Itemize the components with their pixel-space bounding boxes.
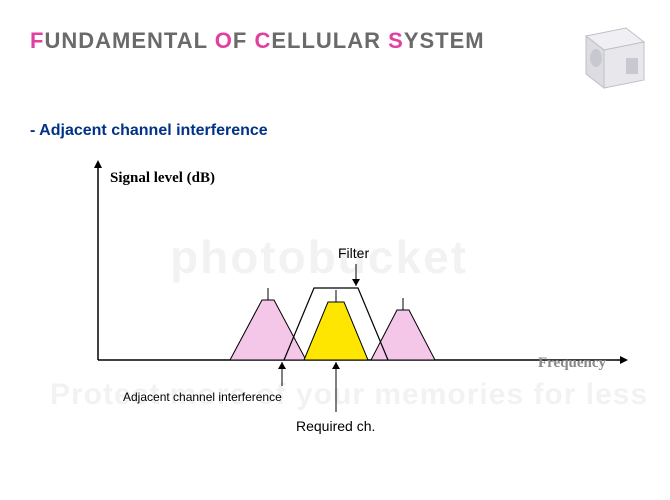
aci-label: Adjacent channel interference — [123, 390, 282, 404]
filter-label: Filter — [338, 245, 369, 261]
title-rest-1: UNDAMENTAL — [44, 28, 207, 53]
title-accent-3: C — [254, 28, 271, 53]
y-axis-label: Signal level (dB) — [110, 170, 215, 187]
title-accent-2: O — [215, 28, 233, 53]
diagram-svg — [78, 160, 638, 460]
title-rest-2: F — [233, 28, 247, 53]
subtitle: - Adjacent channel interference — [30, 122, 268, 140]
title-accent-1: F — [30, 28, 44, 53]
title-rest-4: YSTEM — [404, 28, 485, 53]
title-rest-3: ELLULAR — [271, 28, 381, 53]
cube-logo-icon — [568, 10, 656, 98]
title-accent-4: S — [388, 28, 404, 53]
page-title: FUNDAMENTAL OF CELLULAR SYSTEM — [30, 28, 485, 54]
required-ch-label: Required ch. — [296, 418, 375, 434]
interference-diagram: Signal level (dB) Frequency Filter Adjac… — [78, 160, 638, 460]
x-axis-label: Frequency — [538, 355, 606, 372]
